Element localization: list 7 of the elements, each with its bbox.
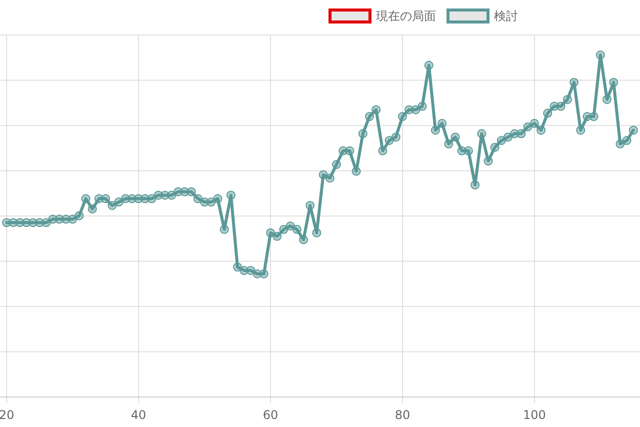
legend-label: 検討 (494, 9, 518, 23)
x-tick-label: 80 (394, 408, 410, 422)
x-tick-label: 40 (130, 408, 146, 422)
x-tick-label: 100 (522, 408, 546, 422)
x-tick-label: 60 (262, 408, 278, 422)
x-tick-label: 20 (0, 408, 14, 422)
legend-label: 現在の局面 (376, 9, 436, 23)
